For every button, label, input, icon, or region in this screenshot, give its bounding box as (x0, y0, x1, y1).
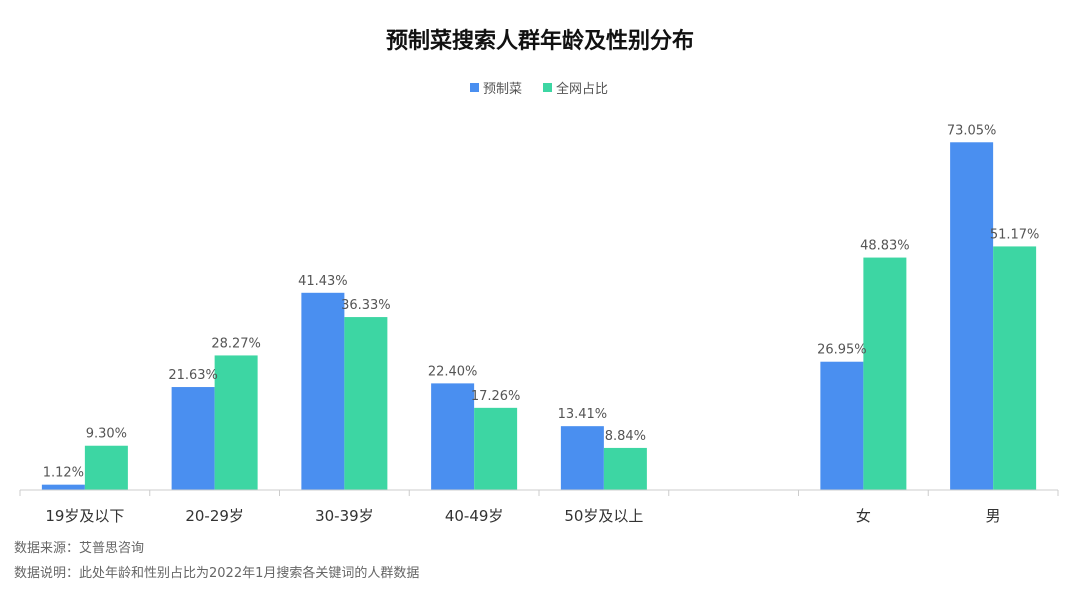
x-axis-tick-labels: 19岁及以下 20-29岁 30-39岁 40-49岁 50岁及以上 女 男 (45, 507, 1000, 525)
legend-label-series-1: 预制菜 (483, 82, 522, 97)
bars-group (41, 142, 1037, 491)
data-label-series-1: 41.43% (298, 274, 348, 289)
data-label-series-2: 9.30% (86, 427, 127, 442)
data-labels-group: 1.12% 9.30% 21.63% 28.27% 41.43% 36.33% 22.40%… (43, 123, 1040, 480)
x-tick-label: 19岁及以下 (45, 507, 124, 525)
bar-series-1 (950, 142, 994, 491)
source-note: 数据来源：艾普思咨询 (14, 541, 144, 556)
data-label-series-2: 36.33% (341, 298, 391, 313)
chart-title: 预制菜搜索人群年龄及性别分布 (386, 28, 694, 54)
x-tick-label: 男 (986, 507, 1001, 525)
bar-series-2 (863, 257, 907, 490)
data-label-series-1: 73.05% (947, 123, 997, 138)
bar-series-2 (474, 407, 518, 490)
bar-series-1 (41, 484, 85, 490)
bar-series-2 (993, 246, 1037, 490)
data-label-series-2: 8.84% (605, 429, 646, 444)
data-label-series-2: 28.27% (211, 336, 261, 351)
bar-series-1 (171, 387, 215, 490)
x-tick-label: 女 (856, 507, 871, 525)
legend-swatch-series-1 (470, 83, 479, 92)
bar-series-2 (214, 355, 258, 490)
bar-series-1 (560, 426, 604, 490)
data-label-series-1: 26.95% (817, 343, 867, 358)
legend-swatch-series-2 (543, 83, 552, 92)
data-note: 数据说明：此处年龄和性别占比为2022年1月搜索各关键词的人群数据 (14, 565, 419, 581)
x-tick-label: 20-29岁 (185, 507, 244, 525)
legend: 预制菜 全网占比 (470, 81, 608, 97)
bar-series-1 (301, 292, 345, 490)
x-tick-label: 50岁及以上 (564, 507, 643, 525)
bar-series-1 (820, 361, 864, 490)
legend-label-series-2: 全网占比 (556, 81, 608, 97)
data-label-series-1: 1.12% (43, 466, 84, 481)
data-label-series-1: 22.40% (428, 364, 478, 379)
x-tick-label: 40-49岁 (445, 507, 504, 525)
data-label-series-2: 48.83% (860, 239, 910, 254)
x-axis-ticks (19, 490, 1059, 496)
bar-series-1 (431, 383, 475, 490)
bar-series-2 (603, 447, 647, 490)
data-label-series-2: 51.17% (990, 227, 1040, 242)
data-label-series-1: 21.63% (168, 368, 218, 383)
bar-series-2 (84, 445, 128, 490)
x-tick-label: 30-39岁 (315, 507, 374, 525)
data-label-series-1: 13.41% (558, 407, 608, 422)
data-label-series-2: 17.26% (471, 389, 521, 404)
bar-series-2 (344, 317, 388, 490)
